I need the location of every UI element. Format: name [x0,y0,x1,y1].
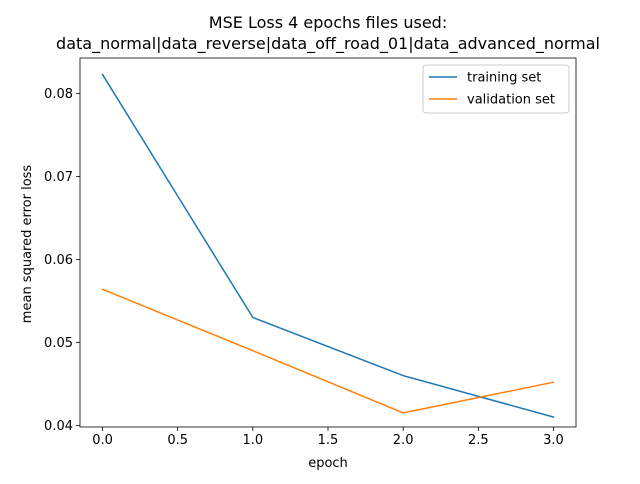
legend: training set validation set [422,64,570,114]
legend-box [422,64,570,114]
x-axis-label: epoch [308,456,348,471]
chart-title-line-1: MSE Loss 4 epochs files used: [209,13,447,32]
series-line-1 [101,288,555,414]
x-tick-label: 2.0 [393,433,414,448]
y-axis-ticks: 0.04 0.05 0.06 0.07 0.08 [44,87,80,434]
y-tick-label: 0.07 [44,170,73,185]
x-tick-label: 0.0 [92,433,113,448]
x-axis-ticks: 0.0 0.5 1.0 1.5 2.0 2.5 3.0 [92,427,564,448]
series-line-0 [101,73,555,418]
y-tick-label: 0.06 [44,253,73,268]
x-tick-label: 0.5 [167,433,188,448]
x-tick-label: 1.5 [318,433,339,448]
chart-title-line-2: data_normal|data_reverse|data_off_road_0… [56,34,600,54]
x-tick-label: 2.5 [468,433,489,448]
x-tick-label: 1.0 [243,433,264,448]
y-tick-label: 0.08 [44,87,73,102]
y-tick-label: 0.05 [44,336,73,351]
x-tick-label: 3.0 [543,433,564,448]
y-tick-label: 0.04 [44,419,73,434]
legend-label-0: training set [467,71,541,86]
legend-label-1: validation set [467,93,555,108]
y-axis-label: mean squared error loss [20,165,35,324]
